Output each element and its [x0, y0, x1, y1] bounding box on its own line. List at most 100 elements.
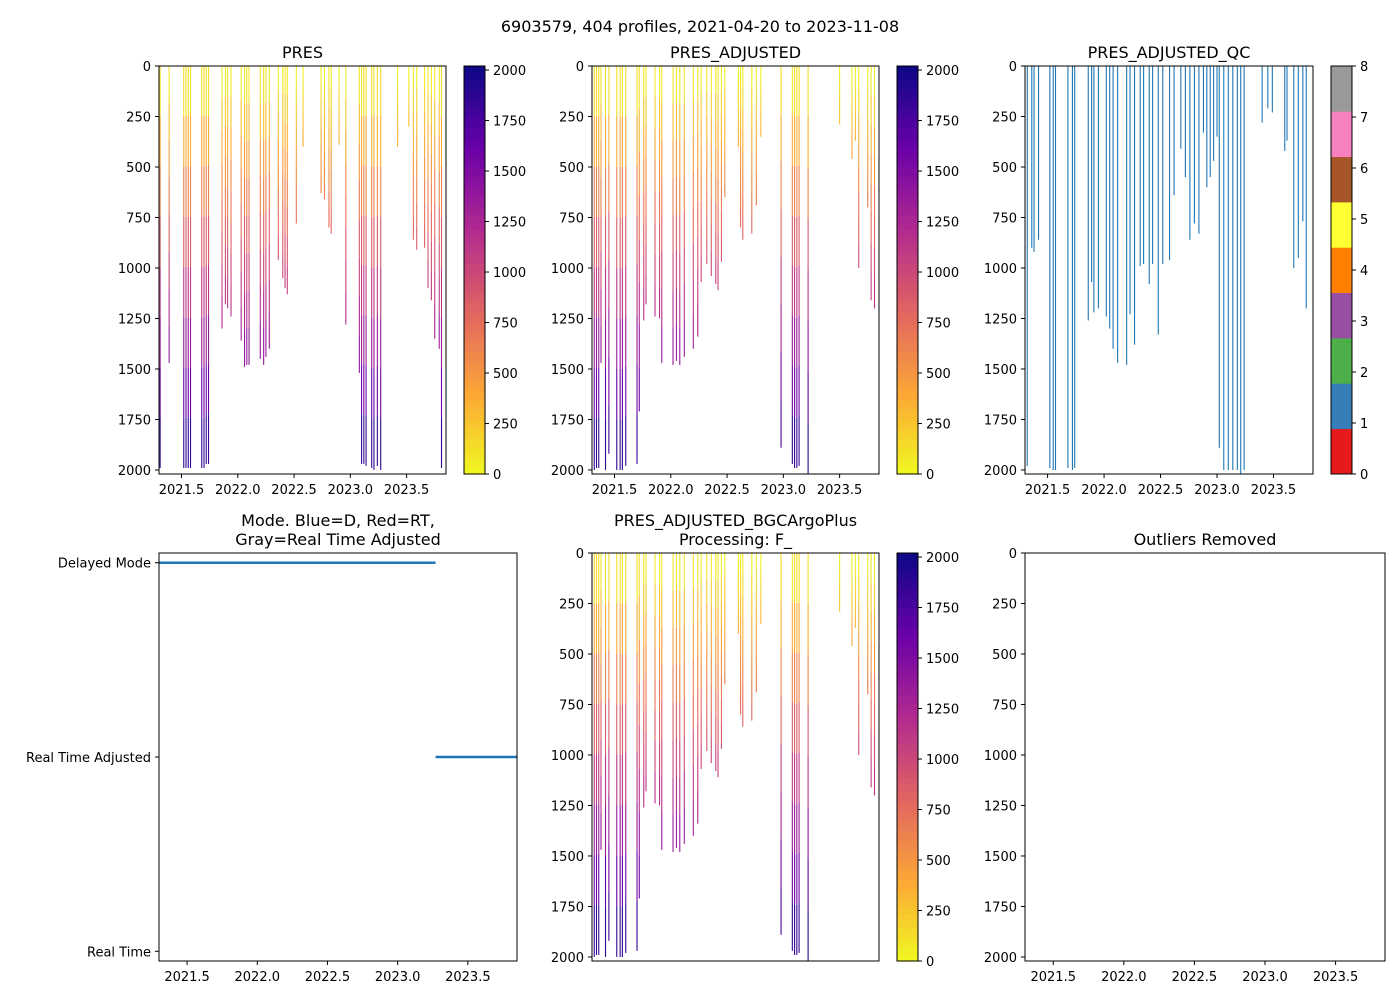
- mode-title-line: Mode. Blue=D, Red=RT,: [241, 511, 435, 530]
- x-tick-label: 2023.0: [761, 483, 807, 498]
- colorbar-segment: [464, 358, 485, 366]
- colorbar-tick-label: 1750: [926, 602, 959, 617]
- subplot-pres_qc: PRES_ADJUSTED_QC 2021.5 2022.0 2022.5 2023.0…: [984, 43, 1368, 498]
- colorbar-segment: [897, 310, 918, 319]
- colorbar-tick-label: 500: [926, 367, 951, 382]
- colorbar-segment: [897, 689, 918, 697]
- colorbar-segment: [464, 440, 485, 448]
- outliers-axes-frame: [1024, 552, 1386, 962]
- colorbar-segment: [897, 886, 918, 894]
- colorbar-segment: [464, 93, 485, 101]
- y-tick-label: 1500: [551, 363, 584, 378]
- bgc-colorbar: 0 250 500 750 1000 1250 1500 1750 2000: [896, 551, 959, 970]
- colorbar-tick-label: 2000: [493, 64, 526, 79]
- y-tick-label: 1750: [551, 413, 584, 428]
- colorbar-segment: [464, 256, 485, 264]
- y-tick-label: 2000: [984, 464, 1017, 479]
- colorbar-tick-label: 1500: [926, 652, 959, 667]
- colorbar-tick-label: 2: [1360, 366, 1368, 381]
- colorbar-segment: [897, 797, 918, 806]
- y-tick-label: 750: [992, 211, 1017, 226]
- colorbar-segment: [897, 559, 918, 568]
- colorbar-frame: [463, 65, 486, 475]
- pres_qc-colorbar: 0 1 2 3 4 5 6 7 8: [1330, 60, 1368, 483]
- x-tick-label: 2023.5: [445, 970, 491, 985]
- y-tick-label: 0: [576, 547, 584, 562]
- colorbar-tick-label: 1: [1360, 417, 1368, 432]
- pres-axes-frame: [158, 65, 447, 475]
- colorbar-tick-label: 2000: [926, 64, 959, 79]
- colorbar-segment: [464, 344, 485, 353]
- colorbar-segment: [897, 865, 918, 874]
- y-tick-label: 250: [992, 597, 1017, 612]
- colorbar-segment: [897, 365, 918, 373]
- colorbar-segment: [897, 804, 918, 812]
- colorbar-tick-label: 500: [926, 854, 951, 869]
- colorbar-tick-label: 500: [493, 367, 518, 382]
- colorbar-segment: [897, 290, 918, 298]
- colorbar-segment: [464, 426, 485, 434]
- bgc-axes-frame: [591, 552, 880, 962]
- colorbar-segment: [897, 607, 918, 615]
- colorbar-segment: [897, 675, 918, 683]
- colorbar-segment: [464, 317, 485, 325]
- y-tick-label: 1750: [984, 413, 1017, 428]
- y-tick-label: 750: [992, 698, 1017, 713]
- colorbar-segment: [464, 113, 485, 121]
- colorbar-segment: [464, 433, 485, 441]
- bgc-title-line: Processing: F_: [679, 530, 793, 550]
- y-tick-label: 500: [559, 648, 584, 663]
- colorbar-segment: [897, 954, 918, 962]
- colorbar-tick-label: 250: [493, 418, 518, 433]
- colorbar-segment: [897, 134, 918, 142]
- colorbar-segment: [464, 338, 485, 346]
- colorbar-segment: [897, 222, 918, 230]
- x-tick-label: 2023.5: [1313, 970, 1359, 985]
- mode-title-line: Gray=Real Time Adjusted: [235, 530, 441, 549]
- colorbar-segment: [897, 818, 918, 826]
- y-tick-label: 1250: [984, 312, 1017, 327]
- colorbar-segment: [897, 947, 918, 955]
- colorbar-segment: [897, 906, 918, 914]
- colorbar-segment: [897, 249, 918, 257]
- colorbar-segment: [897, 93, 918, 101]
- colorbar-segment: [897, 399, 918, 407]
- colorbar-tick-label: 750: [926, 804, 951, 819]
- y-tick-label: 250: [559, 597, 584, 612]
- colorbar-segment: [897, 283, 918, 291]
- y-tick-label: 250: [126, 110, 151, 125]
- y-tick-label: 1250: [118, 312, 151, 327]
- colorbar-segment: [897, 412, 918, 421]
- colorbar-segment: [897, 621, 918, 629]
- y-tick-label: 1500: [118, 363, 151, 378]
- x-tick-label: 2023.5: [1251, 483, 1297, 498]
- colorbar-tick-label: 5: [1360, 213, 1368, 228]
- colorbar-segment: [897, 460, 918, 468]
- colorbar-segment: [464, 147, 485, 155]
- colorbar-tick-label: 750: [493, 317, 518, 332]
- colorbar-segment: [464, 378, 485, 387]
- colorbar-segment: [897, 845, 918, 853]
- qc-color-block: [1331, 247, 1352, 294]
- colorbar-segment: [897, 181, 918, 189]
- colorbar-tick-label: 8: [1360, 60, 1368, 75]
- colorbar-segment: [897, 276, 918, 285]
- colorbar-segment: [464, 453, 485, 461]
- colorbar-segment: [464, 154, 485, 162]
- colorbar-segment: [897, 709, 918, 717]
- colorbar-segment: [464, 310, 485, 319]
- colorbar-segment: [464, 412, 485, 421]
- pres_adj-colorbar: 0 250 500 750 1000 1250 1500 1750 2000: [896, 64, 959, 483]
- y-tick-label: 750: [559, 211, 584, 226]
- colorbar-tick-label: 1000: [926, 266, 959, 281]
- colorbar-frame: [896, 552, 919, 962]
- colorbar-segment: [897, 736, 918, 744]
- y-tick-label: Real Time: [87, 945, 151, 960]
- y-tick-label: 1500: [984, 850, 1017, 865]
- qc-color-block: [1331, 111, 1352, 158]
- colorbar-segment: [897, 750, 918, 758]
- colorbar-segment: [897, 614, 918, 622]
- colorbar-segment: [897, 791, 918, 799]
- colorbar-segment: [897, 655, 918, 663]
- colorbar-tick-label: 750: [926, 317, 951, 332]
